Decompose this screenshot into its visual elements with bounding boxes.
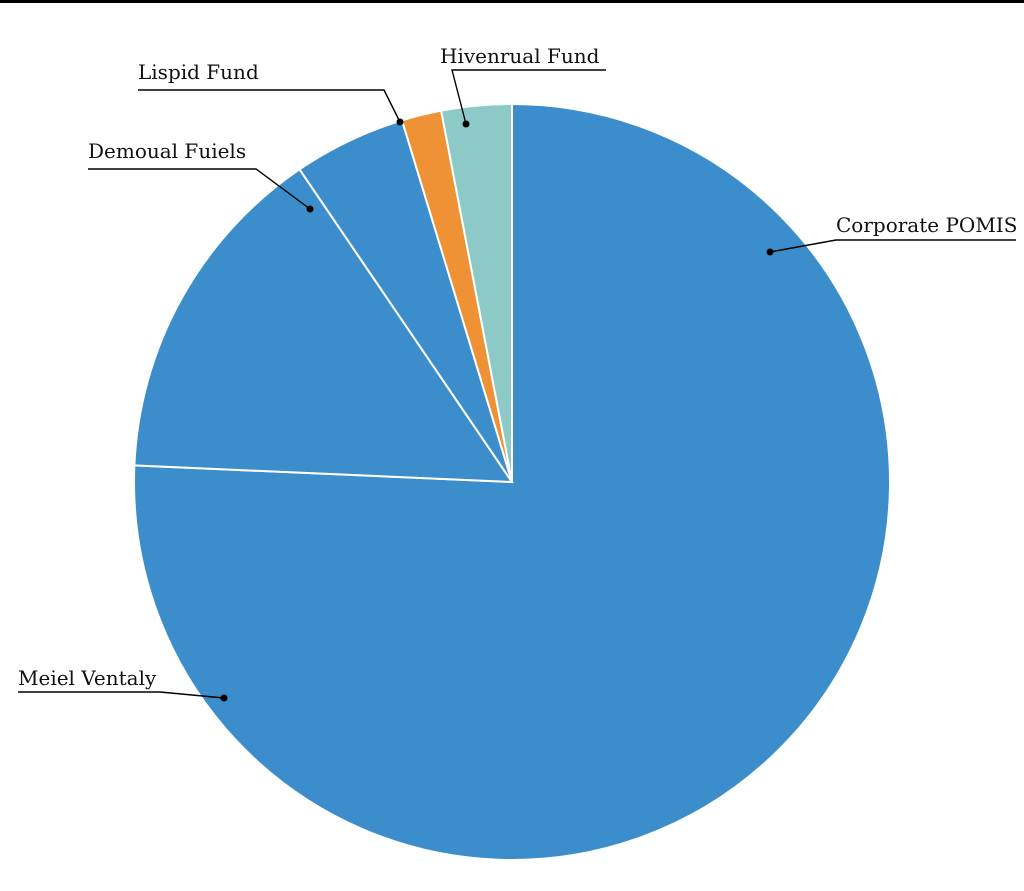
leader-dot-lispid-fund [396, 118, 404, 126]
pie-labels: Corporate POMIS Meiel Ventaly Demoual Fuie… [18, 44, 1017, 702]
pie-slice-meiel-ventaly [133, 167, 514, 484]
slice-label-demoual-fuiels: Demoual Fuiels [88, 139, 246, 163]
leader-dot-demoual-fuiels [306, 205, 314, 213]
leader-line-hivenrual-fund [451, 69, 606, 125]
leader-line-lispid-fund [138, 89, 401, 123]
leader-dot-corporate-pomis [766, 248, 774, 256]
pie-slices [133, 102, 891, 861]
leader-line-meiel-ventaly [18, 691, 225, 699]
leader-dot-hivenrual-fund [462, 120, 470, 128]
top-border [0, 0, 1024, 3]
slice-label-meiel-ventaly: Meiel Ventaly [18, 666, 157, 690]
pie-slice-corporate-pomis [133, 102, 891, 861]
slice-label-corporate-pomis: Corporate POMIS [836, 213, 1017, 237]
slice-label-hivenrual-fund: Hivenrual Fund [440, 44, 600, 68]
leader-line-demoual-fuiels [88, 168, 311, 210]
slice-label-lispid-fund: Lispid Fund [138, 60, 259, 84]
leader-line-corporate-pomis [769, 239, 1016, 253]
pie-slice-hivenrual-fund [440, 102, 513, 483]
leader-dot-meiel-ventaly [220, 694, 228, 702]
